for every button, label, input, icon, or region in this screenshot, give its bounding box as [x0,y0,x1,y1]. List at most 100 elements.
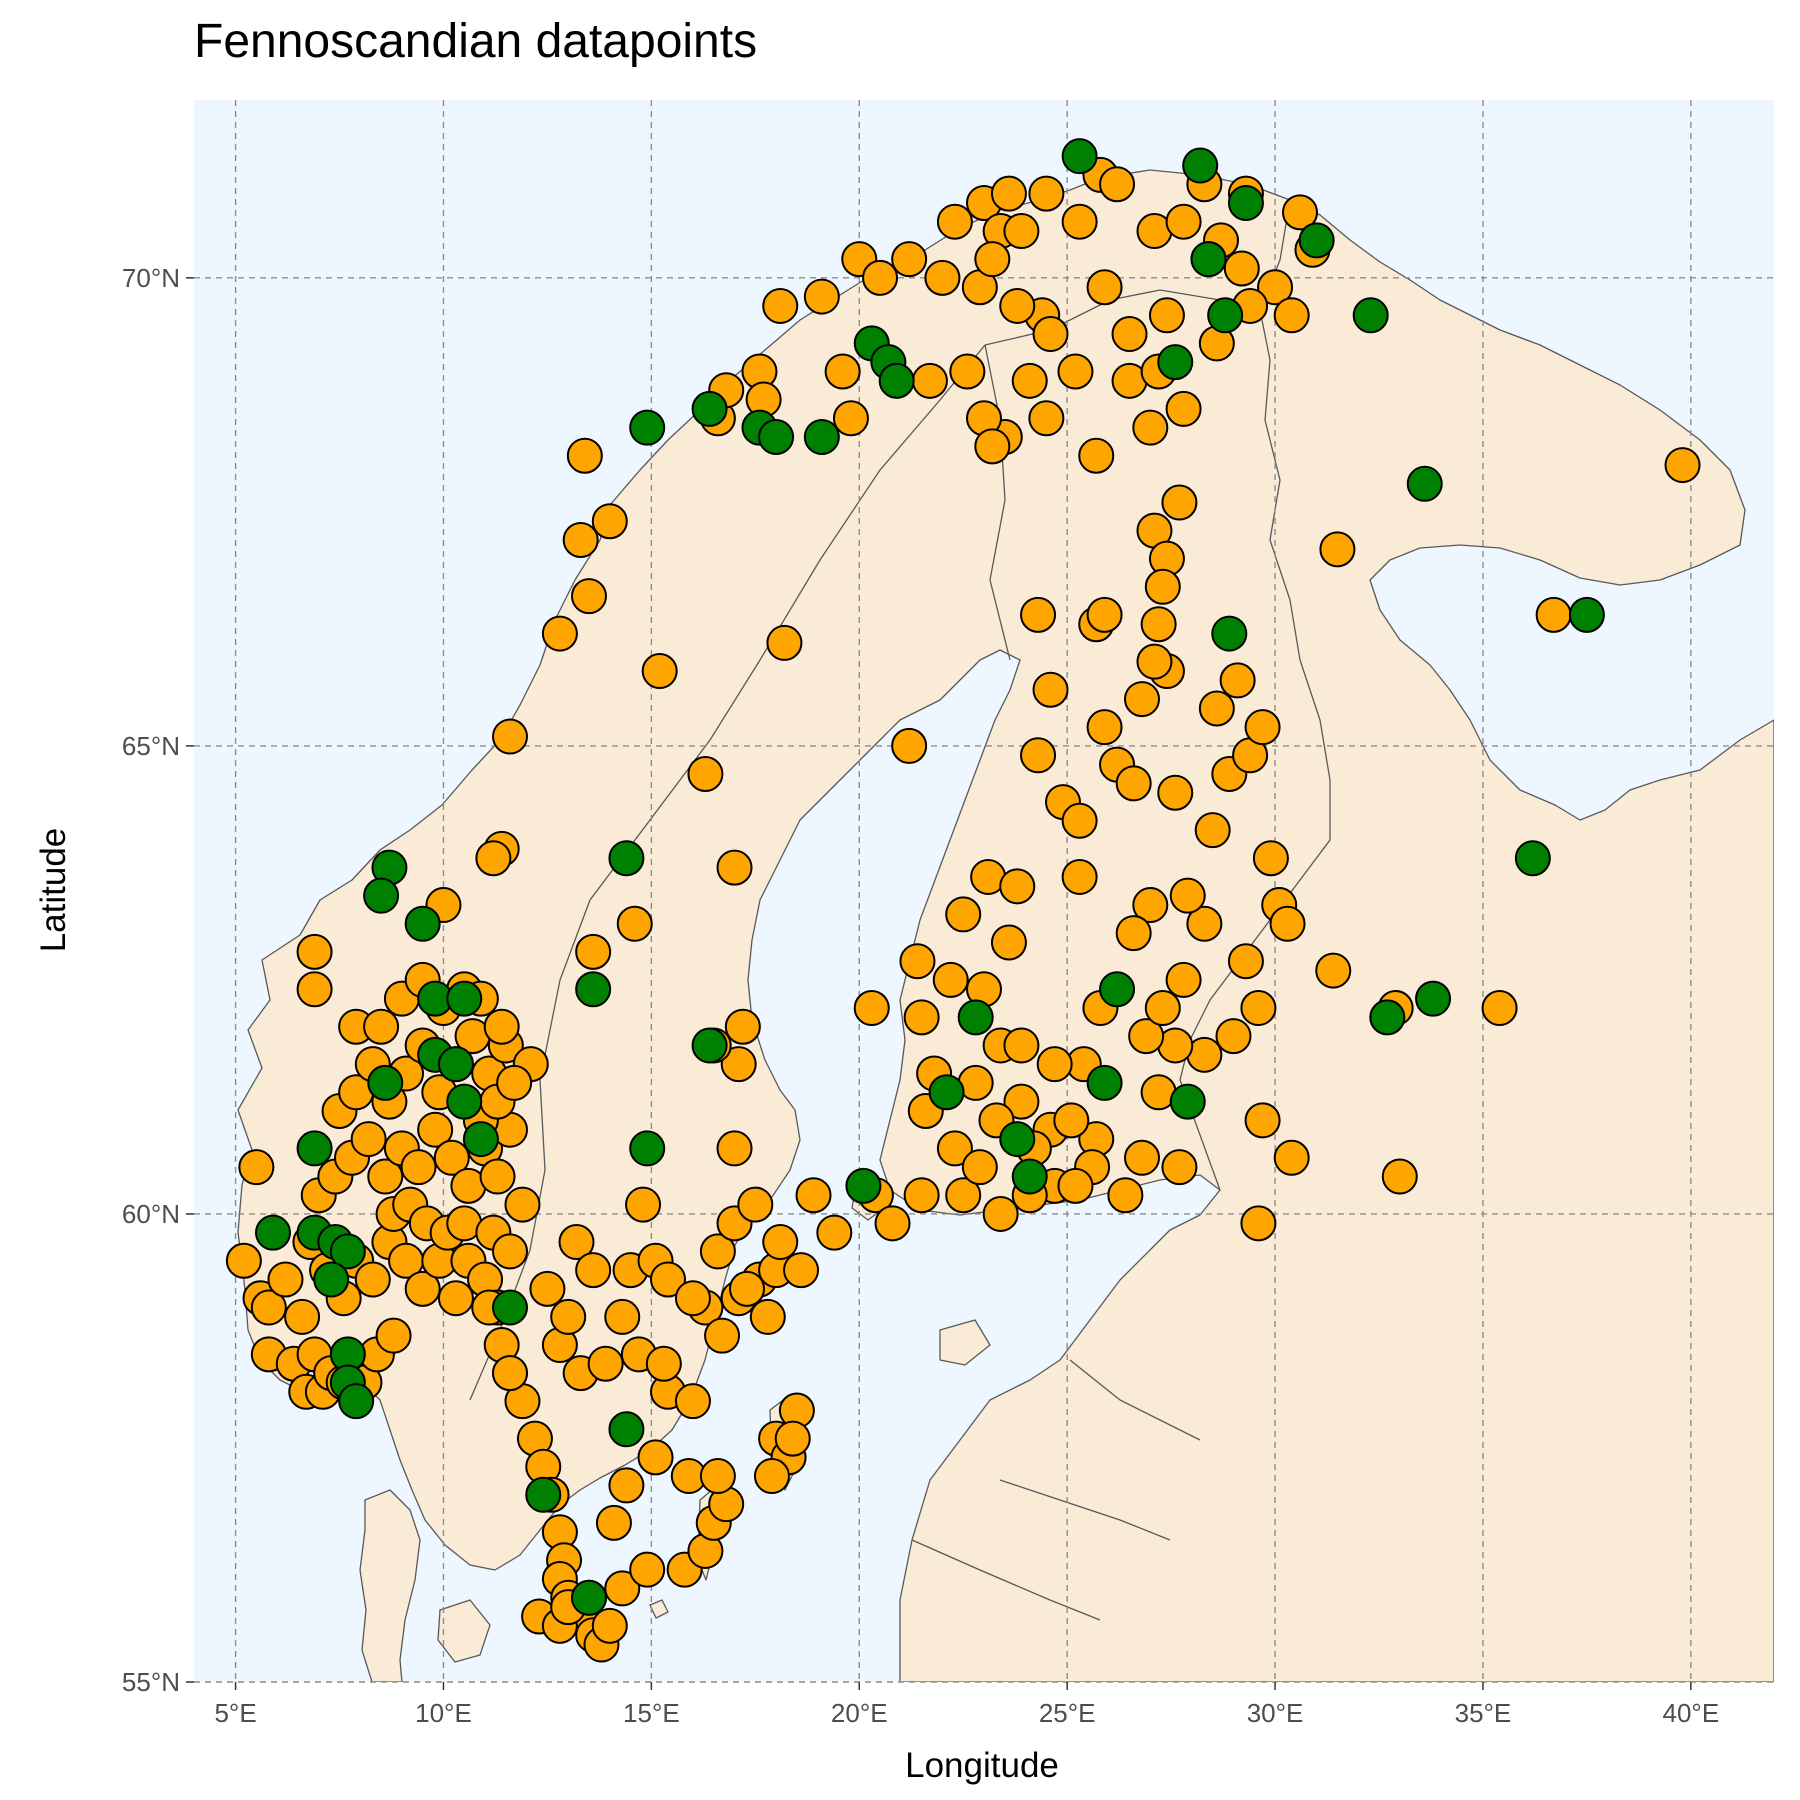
datapoint-green [437,1046,474,1083]
datapoint-orange [1161,1149,1198,1186]
datapoint-orange [1244,709,1281,746]
datapoint-orange [1244,1102,1281,1139]
datapoint-orange [990,924,1027,961]
x-tick-label: 20°E [831,1698,888,1728]
datapoint-orange [562,521,599,558]
datapoint-orange [1028,175,1065,212]
datapoint-orange [1273,1139,1310,1176]
datapoint-orange [1061,858,1098,895]
datapoint-orange [1132,887,1169,924]
datapoint-orange [1061,802,1098,839]
x-tick-label: 30°E [1247,1698,1304,1728]
datapoint-green [1298,222,1335,259]
datapoint-green [329,1233,366,1270]
datapoint-orange [795,1177,832,1214]
datapoint-orange [999,287,1036,324]
datapoint-orange [1099,166,1136,203]
datapoint-orange [575,1252,612,1289]
datapoint-orange [699,1233,736,1270]
datapoint-orange [1057,1167,1094,1204]
datapoint-green [608,1411,645,1448]
x-tick-label: 10°E [415,1698,472,1728]
axis-ticks: 5°E 10°E 15°E 20°E 25°E 30°E 35°E 40°E 55°N 60°N 6… [122,263,1719,1728]
datapoint-green [1169,1083,1206,1120]
datapoint-orange [932,961,969,998]
datapoint-orange [492,1233,528,1270]
datapoint-orange [1124,1139,1160,1176]
datapoint-orange [862,259,899,296]
datapoint-green [928,1074,965,1111]
datapoint-orange [1148,297,1185,334]
datapoint-orange [250,1289,287,1326]
datapoint-orange [899,943,936,980]
datapoint-green [1099,971,1136,1008]
datapoint-orange [1061,203,1098,240]
datapoint-orange [1128,1018,1165,1055]
datapoint-orange [1107,1177,1144,1214]
datapoint-orange [1086,596,1123,633]
datapoint-orange [911,362,948,399]
datapoint-green [492,1289,528,1326]
datapoint-orange [924,259,961,296]
x-tick-label: 25°E [1039,1698,1096,1728]
datapoint-orange [903,1177,940,1214]
datapoint-orange [687,755,724,792]
datapoint-orange [1219,662,1256,699]
datapoint-orange [641,653,678,690]
datapoint-orange [1036,1046,1073,1083]
datapoint-orange [874,1205,911,1242]
datapoint-orange [816,1214,853,1251]
datapoint-orange [716,849,753,886]
datapoint-green [1190,241,1227,278]
datapoint-orange [550,1298,587,1335]
x-tick-label: 35°E [1455,1698,1512,1728]
datapoint-orange [945,1177,982,1214]
datapoint-green [803,418,840,455]
datapoint-orange [1198,690,1235,727]
datapoint-orange [354,1261,391,1298]
datapoint-green [878,362,915,399]
datapoint-orange [637,1439,674,1476]
datapoint-orange [1169,877,1206,914]
datapoint-orange [1115,915,1152,952]
datapoint-orange [375,1317,412,1354]
datapoint-orange [903,999,940,1036]
datapoint-orange [936,1130,973,1167]
datapoint-orange [625,1186,662,1223]
y-tick-label: 60°N [122,1199,180,1229]
datapoint-orange [1257,269,1294,306]
datapoint-orange [1078,437,1115,474]
datapoint-orange [350,1121,387,1158]
datapoint-green [1211,615,1248,652]
datapoint-orange [645,1345,682,1382]
datapoint-orange [737,1186,774,1223]
finland-russia-border [1179,199,1331,1191]
datapoint-orange [1157,774,1194,811]
datapoint-green [1011,1158,1048,1195]
datapoint-green [404,905,441,942]
datapoint-orange [238,1149,275,1186]
datapoint-orange [284,1298,321,1335]
datapoint-orange [475,840,512,877]
datapoint-orange [1020,737,1057,774]
datapoint-orange [492,718,528,755]
datapoint-orange [699,1458,736,1495]
datapoint-green [1086,1064,1123,1101]
datapoint-green [1514,840,1551,877]
datapoint-green [525,1476,562,1513]
datapoint-orange [949,353,986,390]
datapoint-orange [1115,765,1152,802]
datapoint-orange [404,1270,441,1307]
datapoint-orange [1003,1027,1040,1064]
datapoint-green [1227,184,1264,221]
datapoint-orange [400,1149,437,1186]
x-tick-label: 40°E [1663,1698,1720,1728]
datapoint-orange [529,1270,566,1307]
datapoint-orange [766,624,803,661]
datapoint-green [1406,465,1443,502]
datapoint-orange [296,933,333,970]
datapoint-orange [1124,681,1160,718]
datapoint-orange [1132,409,1169,446]
datapoint-orange [591,1607,628,1644]
datapoint-green [1207,297,1244,334]
